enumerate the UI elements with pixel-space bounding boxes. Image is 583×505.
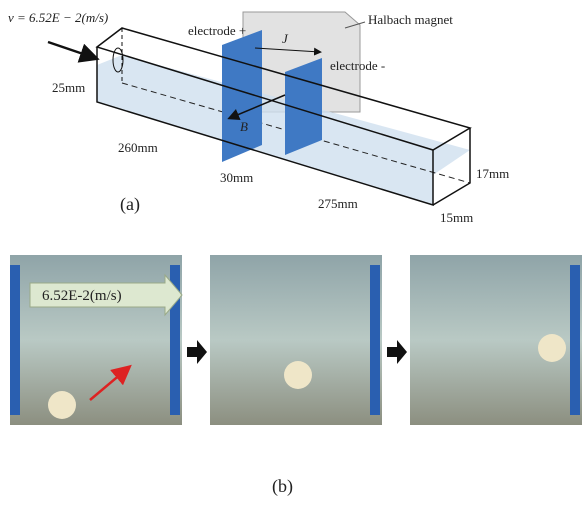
photos-b: 6.52E-2(m/s) (b) — [10, 255, 582, 497]
label: B — [240, 119, 248, 134]
flow-arrow — [48, 42, 95, 58]
label: electrode - — [330, 58, 385, 73]
label: 275mm — [318, 196, 358, 211]
ball — [48, 391, 76, 419]
electrode — [570, 265, 580, 415]
caption: (a) — [120, 194, 140, 215]
label: 17mm — [476, 166, 509, 181]
caption: (b) — [272, 476, 293, 497]
label: 30mm — [220, 170, 253, 185]
figure: v = 6.52E − 2(m/s) electrode + J Halbach… — [0, 0, 583, 505]
diagram-a: v = 6.52E − 2(m/s) electrode + J Halbach… — [8, 10, 509, 225]
sequence-arrow — [387, 340, 407, 364]
velocity-label: 6.52E-2(m/s) — [42, 288, 122, 304]
label: 260mm — [118, 140, 158, 155]
sequence-arrow — [187, 340, 207, 364]
ball — [284, 361, 312, 389]
label: electrode + — [188, 23, 246, 38]
electrode — [370, 265, 380, 415]
photo — [10, 255, 182, 425]
ball — [538, 334, 566, 362]
velocity-label: v = 6.52E − 2(m/s) — [8, 10, 108, 25]
label: 15mm — [440, 210, 473, 225]
label: 25mm — [52, 80, 85, 95]
photo — [210, 255, 382, 425]
electrode — [10, 265, 20, 415]
label: Halbach magnet — [368, 12, 453, 27]
